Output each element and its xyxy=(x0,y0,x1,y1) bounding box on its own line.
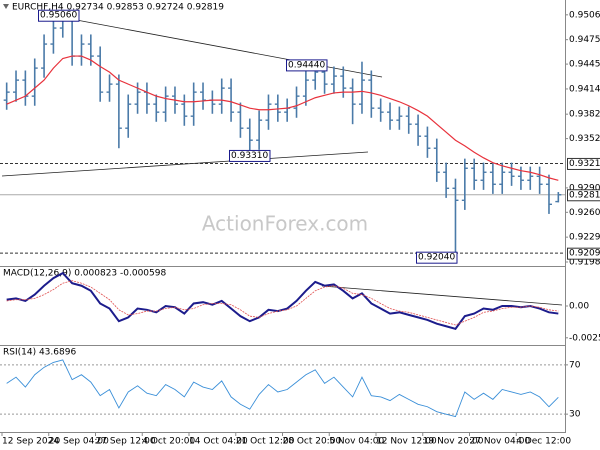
x-tick-label: 14 Oct 04:00 xyxy=(189,437,248,447)
x-tick-label: 27 Nov 04:00 xyxy=(470,437,531,447)
level-label-box xyxy=(567,247,600,260)
x-tick-label: 12 Nov 12:00 xyxy=(376,437,437,447)
macd-title: MACD(12,26,9) 0.000823 -0.000598 xyxy=(3,269,166,279)
indicator-line xyxy=(6,280,559,326)
current-price-label: 0.92819 xyxy=(569,190,600,200)
indicator-line xyxy=(6,271,559,330)
y-tick-label: 0.95065 xyxy=(569,10,600,20)
trendline xyxy=(54,15,383,78)
y-tick-label: 0.92905 xyxy=(569,183,600,193)
y-tick-label: 0.94755 xyxy=(569,35,600,45)
y-tick-label: 30 xyxy=(569,410,581,420)
price-annotation-box xyxy=(416,251,458,264)
x-tick-label: 28 Oct 20:00 xyxy=(283,437,342,447)
price-annotation: 0.94440 xyxy=(288,60,325,70)
x-tick-label: 12 Sep 2024 xyxy=(2,437,59,447)
x-tick-label: 19 Nov 20:00 xyxy=(423,437,484,447)
x-tick-label: 4 Oct 20:00 xyxy=(142,437,195,447)
symbol-icon xyxy=(3,4,9,9)
x-tick-label: 5 Nov 04:00 xyxy=(329,437,384,447)
x-tick-label: 21 Oct 12:00 xyxy=(236,437,295,447)
chart-title: EURCHF,H4 0.92734 0.92853 0.92724 0.9281… xyxy=(12,3,224,13)
moving-average xyxy=(6,55,559,181)
trendline xyxy=(321,285,563,306)
y-tick-label: 0.93825 xyxy=(569,110,600,120)
price-annotation-box xyxy=(229,149,271,162)
price-annotation: 0.95060 xyxy=(40,11,77,21)
price-annotation-box xyxy=(38,9,80,22)
trendline xyxy=(1,151,369,177)
level-label-box xyxy=(567,157,600,170)
current-price-box xyxy=(567,189,600,202)
x-tick-label: 20 Sep 04:00 xyxy=(49,437,109,447)
price-annotation: 0.92040 xyxy=(418,253,455,263)
rsi-title: RSI(14) 43.6896 xyxy=(3,348,76,358)
indicator-line xyxy=(6,359,559,418)
watermark: ActionForex.com xyxy=(202,212,368,236)
y-tick-label: 0.9414 xyxy=(569,84,600,94)
y-tick-label: 0.00 xyxy=(569,302,589,312)
y-tick-label: 70 xyxy=(569,360,581,370)
price-annotation: 0.93310 xyxy=(231,151,268,161)
x-tick-label: 27 Sep 12:00 xyxy=(96,437,156,447)
y-tick-label: 0.9229 xyxy=(569,233,600,243)
x-tick-label: 4 Dec 12:00 xyxy=(516,437,571,447)
price-annotation-box xyxy=(286,59,328,72)
y-tick-label: -0.002511 xyxy=(569,333,600,343)
